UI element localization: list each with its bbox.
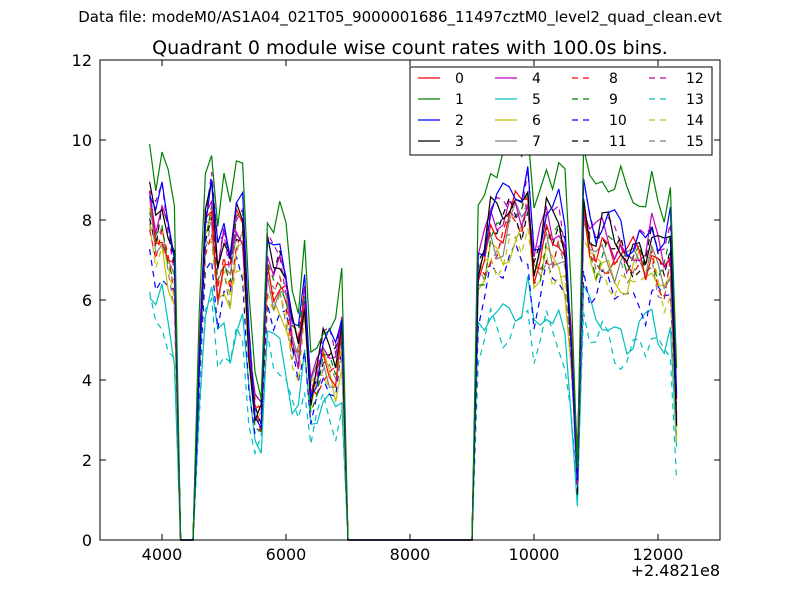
y-tick-label: 8 <box>82 211 92 230</box>
figure-suptitle: Data file: modeM0/AS1A04_021T05_90000016… <box>78 8 722 26</box>
legend-label-1: 1 <box>455 92 464 108</box>
legend-label-6: 6 <box>532 113 541 129</box>
legend-label-4: 4 <box>532 71 541 87</box>
legend-label-5: 5 <box>532 92 541 108</box>
y-tick-label: 10 <box>72 131 92 150</box>
series-line-0 <box>149 189 678 541</box>
series-line-4 <box>149 191 678 541</box>
x-axis: 4000 6000 8000 10000 12000 <box>142 60 684 564</box>
legend-box <box>409 66 713 156</box>
legend-label-13: 13 <box>686 92 704 108</box>
legend-label-3: 3 <box>455 134 464 150</box>
series-line-10 <box>149 241 678 541</box>
series-line-5 <box>149 276 678 541</box>
x-tick-label: 10000 <box>509 545 560 564</box>
series-line-13 <box>149 291 678 541</box>
legend-label-7: 7 <box>532 134 541 150</box>
legend-label-11: 11 <box>609 134 627 150</box>
x-tick-label: 12000 <box>633 545 684 564</box>
x-axis-offset-label: +2.4821e8 <box>631 561 720 580</box>
x-tick-label: 8000 <box>390 545 431 564</box>
x-tick-label: 6000 <box>266 545 307 564</box>
legend-label-0: 0 <box>455 71 464 87</box>
legend-label-12: 12 <box>686 71 704 87</box>
y-tick-label: 6 <box>82 291 92 310</box>
y-tick-label: 4 <box>82 371 92 390</box>
y-tick-label: 0 <box>82 531 92 550</box>
chart-title: Quadrant 0 module wise count rates with … <box>152 37 668 59</box>
legend-label-8: 8 <box>609 71 618 87</box>
y-tick-label: 2 <box>82 451 92 470</box>
series-line-1 <box>149 118 678 541</box>
plot-lines <box>149 118 678 541</box>
series-line-15 <box>149 191 678 541</box>
legend-label-14: 14 <box>686 113 704 129</box>
legend-label-15: 15 <box>686 134 704 150</box>
legend-label-2: 2 <box>455 113 464 129</box>
x-tick-label: 4000 <box>142 545 183 564</box>
legend-label-9: 9 <box>609 92 618 108</box>
series-line-9 <box>149 189 678 541</box>
y-tick-label: 12 <box>72 51 92 70</box>
legend-label-10: 10 <box>609 113 627 129</box>
